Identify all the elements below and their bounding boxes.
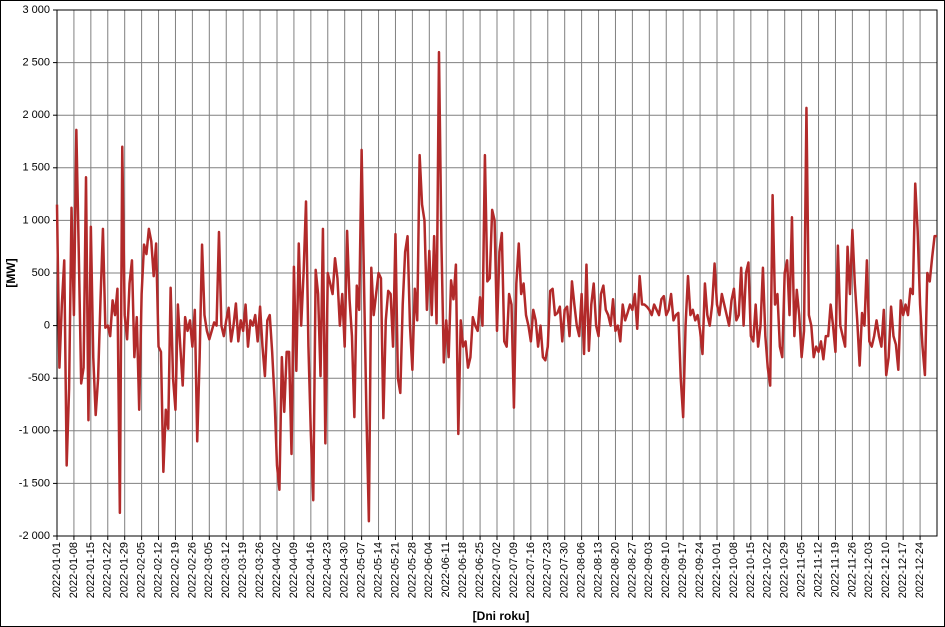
x-tick-label: 2022-03-26: [254, 542, 266, 598]
x-tick-label: 2022-02-05: [136, 542, 148, 598]
y-tick-label: -500: [28, 372, 50, 384]
x-tick-label: 2022-06-04: [423, 542, 435, 598]
x-tick-label: 2022-11-26: [846, 542, 858, 597]
x-tick-label: 2022-07-30: [559, 542, 571, 598]
x-tick-label: 2022-03-05: [203, 542, 215, 598]
x-tick-label: 2022-09-24: [694, 542, 706, 598]
x-tick-label: 2022-12-03: [863, 542, 875, 598]
x-tick-label: 2022-03-12: [220, 542, 232, 598]
x-axis-label: [Dni roku]: [473, 609, 530, 623]
x-tick-label: 2022-11-19: [829, 542, 841, 597]
x-tick-label: 2022-02-19: [169, 542, 181, 598]
y-tick-label: 2 000: [22, 109, 50, 121]
x-tick-label: 2022-06-11: [440, 542, 452, 597]
y-tick-label: 0: [44, 320, 50, 332]
x-tick-label: 2022-01-22: [102, 542, 114, 598]
x-tick-label: 2022-08-06: [576, 542, 588, 598]
y-tick-label: 1 000: [22, 214, 50, 226]
x-tick-label: 2022-12-10: [880, 542, 892, 598]
x-tick-label: 2022-04-16: [305, 542, 317, 598]
x-tick-label: 2022-07-16: [525, 542, 537, 598]
x-tick-label: 2022-08-20: [609, 542, 621, 598]
x-tick-label: 2022-04-23: [322, 542, 334, 598]
x-tick-label: 2022-11-12: [812, 542, 824, 597]
y-tick-label: 3 000: [22, 4, 50, 16]
x-tick-label: 2022-09-17: [677, 542, 689, 598]
x-tick-label: 2022-12-17: [897, 542, 909, 598]
x-tick-label: 2022-08-13: [592, 542, 604, 598]
x-tick-label: 2022-02-12: [152, 542, 164, 598]
x-tick-label: 2022-01-08: [68, 542, 80, 598]
y-tick-label: -1 000: [19, 425, 50, 437]
x-tick-label: 2022-01-15: [85, 542, 97, 598]
x-tick-label: 2022-10-22: [762, 542, 774, 598]
x-tick-label: 2022-03-19: [237, 542, 249, 598]
x-tick-label: 2022-10-01: [711, 542, 723, 598]
x-tick-label: 2022-01-29: [119, 542, 131, 598]
data-line: [55, 50, 937, 523]
x-tick-label: 2022-08-27: [626, 542, 638, 598]
x-tick-label: 2022-04-02: [271, 542, 283, 598]
x-tick-label: 2022-09-10: [660, 542, 672, 598]
x-tick-label: 2022-05-14: [372, 542, 384, 598]
x-tick-label: 2022-04-09: [288, 542, 300, 598]
y-tick-label: 500: [32, 267, 50, 279]
x-tick-label: 2022-07-09: [508, 542, 520, 598]
y-tick-label: 2 500: [22, 57, 50, 69]
x-tick-label: 2022-10-08: [728, 542, 740, 598]
x-tick-label: 2022-07-23: [542, 542, 554, 598]
x-tick-label: 2022-06-18: [457, 542, 469, 598]
x-tick-label: 2022-10-15: [745, 542, 757, 598]
x-tick-label: 2022-05-07: [356, 542, 368, 598]
x-tick-label: 2022-04-30: [339, 542, 351, 598]
x-tick-label: 2022-09-03: [643, 542, 655, 598]
x-tick-label: 2022-05-28: [406, 542, 418, 598]
y-tick-label: 1 500: [22, 162, 50, 174]
x-tick-label: 2022-02-26: [186, 542, 198, 598]
x-tick-label: 2022-11-05: [796, 542, 808, 597]
x-tick-label: 2022-06-25: [474, 542, 486, 598]
x-tick-label: 2022-12-24: [914, 542, 926, 598]
y-tick-label: -2 000: [19, 530, 50, 542]
y-tick-label: -1 500: [19, 477, 50, 489]
y-axis-label: [MW]: [4, 258, 18, 287]
x-tick-label: 2022-01-01: [51, 542, 63, 598]
x-tick-label: 2022-05-21: [389, 542, 401, 598]
x-tick-label: 2022-10-29: [779, 542, 791, 598]
x-tick-label: 2022-07-02: [491, 542, 503, 598]
